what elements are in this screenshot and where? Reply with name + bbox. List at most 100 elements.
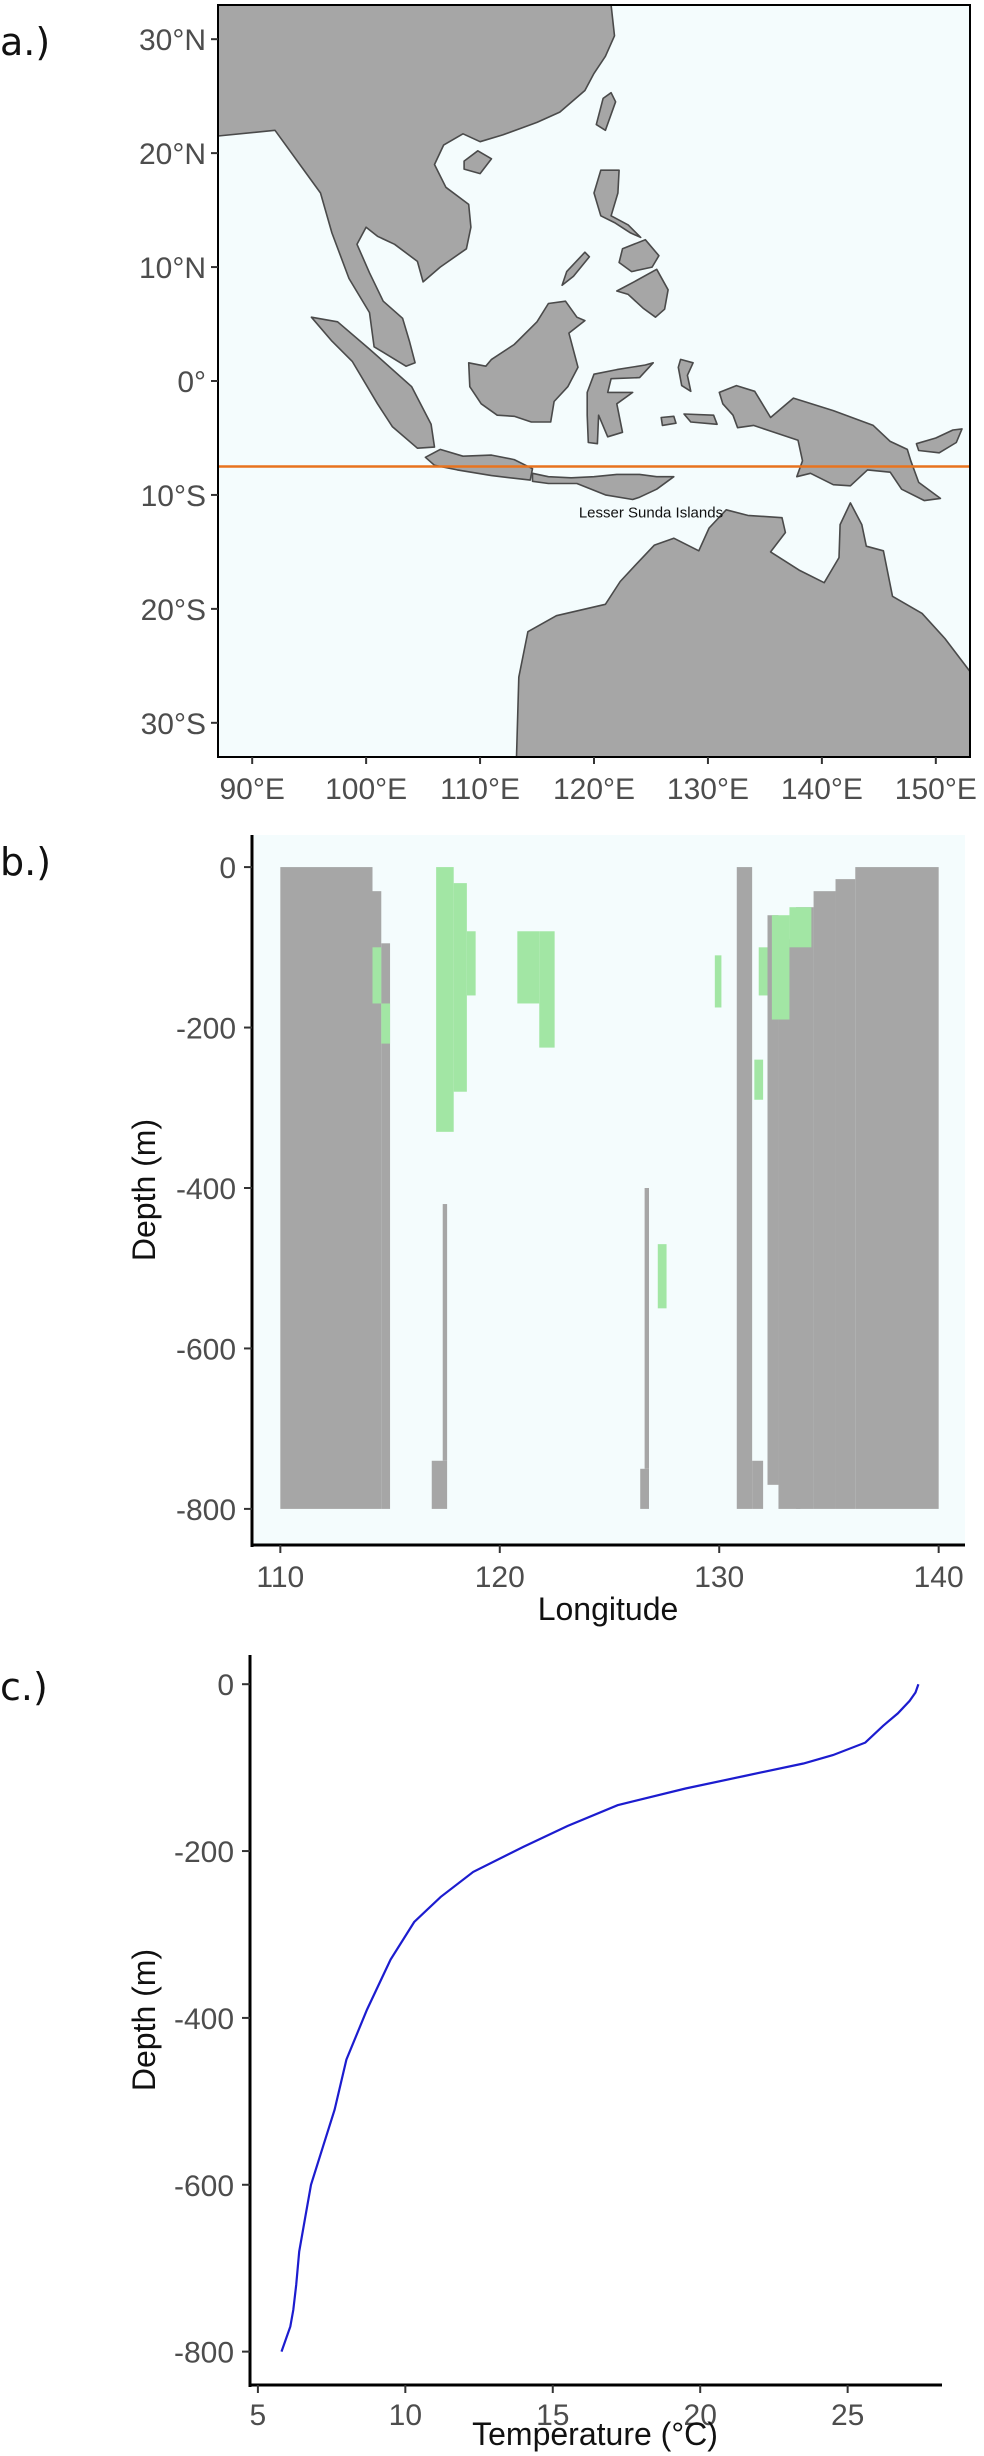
section-land-cell	[736, 867, 753, 1509]
panel-b: b.) 110 120 130 140 0 -200 -400 -600 -800 Longi…	[0, 835, 965, 1627]
section-y-tick-label: -800	[176, 1494, 236, 1527]
temperature-profile-line	[280, 1683, 920, 2352]
section-land-cell	[813, 891, 836, 1509]
section-land-cell	[855, 867, 939, 1509]
map-x-tick-label: 150°E	[895, 773, 977, 806]
section-land-cell	[778, 939, 801, 1509]
landmass-asia	[217, 4, 616, 368]
landmass-sulawesi	[586, 361, 655, 445]
section-y-tick-label: -600	[176, 1333, 236, 1366]
landmass-visayas	[618, 238, 660, 273]
section-land-cell	[280, 867, 373, 1509]
section-land-cell	[644, 1187, 649, 1469]
profile-x-tick-label: 15	[536, 2399, 569, 2432]
section-x-tick-label: 130	[694, 1561, 744, 1594]
profile-y-tick-label: -200	[174, 1836, 234, 1869]
map-y-tick-label: 0°	[177, 366, 206, 399]
panel-c: c.) 5 10 15 20 25 0 -200 -400 -600 -800 Temperat…	[0, 1655, 942, 2452]
landmass-buru	[660, 415, 677, 427]
profile-y-tick-label: -800	[174, 2337, 234, 2370]
section-x-tick-label: 140	[914, 1561, 964, 1594]
map-x-axis: 90°E 100°E 110°E 120°E 130°E 140°E 150°E	[219, 757, 977, 806]
landmass-halmahera	[677, 358, 694, 393]
map-x-tick-label: 120°E	[553, 773, 635, 806]
section-habitat-cell	[453, 883, 467, 1092]
section-habitat-cell	[758, 947, 768, 996]
section-habitat-cell	[657, 1244, 667, 1309]
section-x-axis-title: Longitude	[538, 1591, 679, 1627]
section-x-tick-label: 120	[475, 1561, 525, 1594]
map-y-tick-label: 30°S	[141, 708, 206, 741]
section-habitat-group	[372, 867, 812, 1309]
section-y-axis-title: Depth (m)	[126, 1119, 162, 1261]
section-land-cell	[431, 1460, 448, 1509]
section-habitat-cell	[539, 931, 555, 1048]
section-habitat-cell	[372, 947, 382, 1004]
profile-y-tick-label: -400	[174, 2003, 234, 2036]
section-habitat-cell	[771, 915, 790, 1020]
landmass-seram	[683, 413, 718, 426]
section-land-cell	[835, 879, 856, 1509]
section-habitat-cell	[789, 907, 812, 948]
panel-c-label: c.)	[0, 1665, 48, 1709]
landmass-new-britain	[915, 428, 963, 454]
landmass-borneo	[467, 300, 586, 423]
map-land-group	[217, 4, 971, 758]
section-x-ticks: 110 120 130 140	[256, 1545, 964, 1594]
section-habitat-cell	[381, 1003, 391, 1044]
map-y-tick-label: 30°N	[139, 24, 206, 57]
landmass-java	[424, 448, 534, 481]
map-y-axis: 30°N 20°N 10°N 0° 10°S 20°S 30°S	[139, 24, 218, 741]
landmass-palawan	[561, 251, 591, 287]
section-land-cell	[767, 915, 779, 1485]
section-y-tick-label: -400	[176, 1173, 236, 1206]
section-land-cell	[752, 1460, 764, 1509]
landmass-sumatra	[310, 316, 436, 450]
section-land-cell	[372, 891, 382, 1509]
section-habitat-cell	[754, 1059, 764, 1100]
landmass-mindanao	[615, 268, 669, 319]
profile-x-tick-label: 5	[250, 2399, 267, 2432]
map-annotation: Lesser Sunda Islands	[579, 505, 723, 522]
profile-x-tick-label: 20	[684, 2399, 717, 2432]
landmass-lesser-sunda	[531, 472, 675, 501]
map-x-tick-label: 90°E	[219, 773, 284, 806]
map-y-tick-label: 20°S	[141, 594, 206, 627]
landmass-new-guinea	[718, 384, 942, 502]
section-land-cell	[796, 907, 814, 1509]
section-habitat-cell	[517, 931, 540, 1004]
section-land-cell	[442, 1204, 448, 1461]
profile-x-tick-label: 10	[389, 2399, 422, 2432]
section-x-tick-label: 110	[256, 1561, 304, 1594]
landmass-hainan	[463, 150, 493, 175]
profile-x-axis-title: Temperature (°C)	[472, 2416, 718, 2452]
map-y-tick-label: 10°N	[139, 252, 206, 285]
section-habitat-cell	[466, 931, 476, 996]
profile-y-tick-label: -600	[174, 2170, 234, 2203]
panel-a: a.) Lesser Sunda Islands 90°E 100°E 110°E 1…	[0, 4, 977, 806]
section-habitat-cell	[436, 867, 454, 1132]
section-y-tick-label: 0	[219, 852, 236, 885]
map-x-tick-label: 110°E	[440, 773, 520, 806]
map-y-tick-label: 10°S	[141, 480, 206, 513]
section-habitat-cell	[714, 955, 722, 1008]
section-y-tick-label: -200	[176, 1013, 236, 1046]
landmass-taiwan	[595, 91, 617, 132]
landmass-philippines	[593, 169, 642, 239]
profile-y-tick-label: 0	[217, 1669, 234, 1702]
panel-a-label: a.)	[0, 20, 50, 64]
section-land-cell	[640, 1468, 649, 1509]
map-x-tick-label: 100°E	[325, 773, 407, 806]
profile-x-ticks: 5 10 15 20 25	[250, 2385, 864, 2432]
section-y-ticks: 0 -200 -400 -600 -800	[176, 852, 252, 1527]
profile-x-tick-label: 25	[831, 2399, 864, 2432]
map-y-tick-label: 20°N	[139, 138, 206, 171]
landmass-australia	[515, 502, 971, 758]
profile-y-axis-title: Depth (m)	[126, 1949, 162, 2091]
map-x-tick-label: 140°E	[781, 773, 863, 806]
panel-b-label: b.)	[0, 840, 51, 884]
section-land-cell	[381, 943, 391, 1509]
section-land-group	[280, 867, 939, 1509]
profile-y-ticks: 0 -200 -400 -600 -800	[174, 1669, 250, 2370]
